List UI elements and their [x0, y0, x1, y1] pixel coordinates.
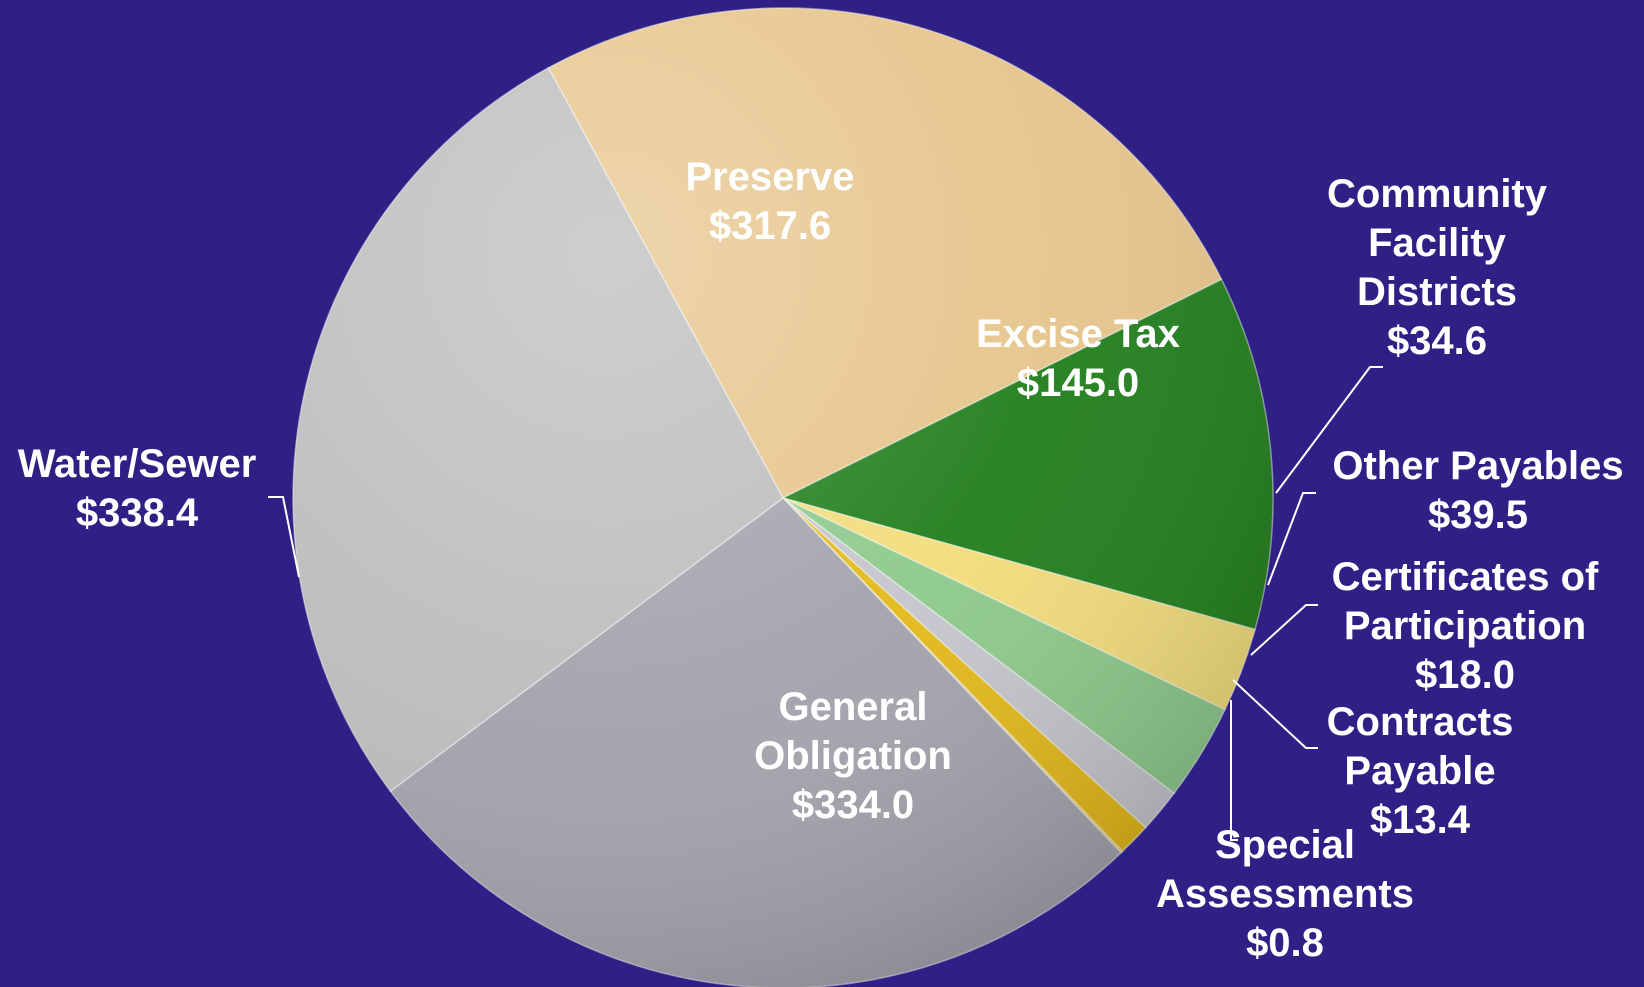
label-line: Preserve	[685, 155, 854, 199]
leader-line-other-payables	[1267, 492, 1316, 586]
label-line: Other Payables	[1332, 444, 1623, 488]
label-line: Participation	[1344, 604, 1586, 648]
label-line: Assessments	[1156, 872, 1414, 916]
label-excise-tax: Excise Tax $145.0	[976, 312, 1180, 405]
label-line: Payable	[1344, 749, 1495, 793]
label-line: Districts	[1357, 270, 1517, 314]
leader-line-community-facility-districts	[1275, 366, 1383, 494]
label-line: $34.6	[1387, 319, 1487, 363]
label-certificates-of-participation: Certificates of Participation $18.0	[1332, 555, 1599, 697]
label-line: $18.0	[1415, 653, 1515, 697]
label-line: Certificates of	[1332, 555, 1599, 599]
label-line: Excise Tax	[976, 312, 1180, 356]
label-line: Special	[1215, 823, 1355, 867]
label-line: Facility	[1368, 221, 1507, 265]
slice-labels: Preserve $317.6 Excise Tax $145.0 Community F…	[18, 155, 1624, 965]
label-community-facility-districts: Community Facility Districts $34.6	[1327, 172, 1548, 363]
label-line: Contracts	[1327, 700, 1514, 744]
label-general-obligation: General Obligation $334.0	[754, 685, 952, 827]
label-line: $145.0	[1017, 361, 1139, 405]
label-line: Water/Sewer	[18, 442, 257, 486]
leader-line-water-sewer	[268, 496, 300, 578]
label-line: $334.0	[792, 783, 914, 827]
label-line: $338.4	[76, 491, 199, 535]
label-line: General	[779, 685, 928, 729]
label-contracts-payable: Contracts Payable $13.4	[1327, 700, 1514, 842]
leader-line-certificates-of-participation	[1250, 604, 1318, 656]
label-other-payables: Other Payables $39.5	[1332, 444, 1623, 537]
leader-line-special-assessments	[1230, 700, 1238, 841]
label-line: $317.6	[709, 204, 831, 248]
leader-lines	[268, 366, 1383, 841]
label-preserve: Preserve $317.6	[685, 155, 854, 248]
label-special-assessments: Special Assessments $0.8	[1156, 823, 1414, 965]
label-line: $0.8	[1246, 921, 1324, 965]
label-line: $13.4	[1370, 798, 1471, 842]
label-line: Obligation	[754, 734, 952, 778]
label-line: $39.5	[1428, 493, 1528, 537]
label-line: Community	[1327, 172, 1548, 216]
leader-line-contracts-payable	[1232, 679, 1318, 749]
label-water-sewer: Water/Sewer $338.4	[18, 442, 257, 535]
